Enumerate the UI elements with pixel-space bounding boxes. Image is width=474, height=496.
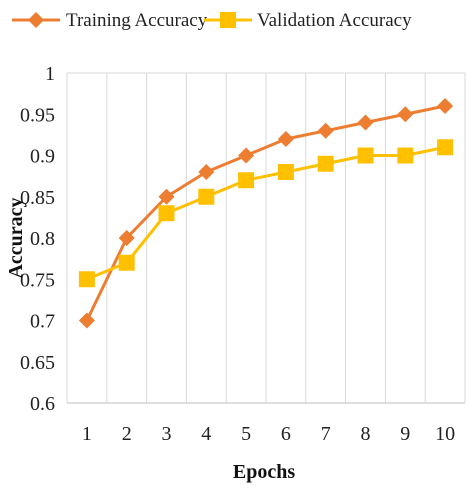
data-point-validation-accuracy xyxy=(317,155,334,172)
data-point-training-accuracy xyxy=(277,131,294,147)
legend-item-training: Training Accuracy xyxy=(12,10,208,31)
x-tick-label: 10 xyxy=(435,423,455,445)
series-line-training-accuracy xyxy=(85,104,446,322)
data-point-validation-accuracy xyxy=(277,164,294,180)
x-tick-label: 2 xyxy=(122,423,132,445)
legend-training-label: Training Accuracy xyxy=(66,10,208,31)
data-point-training-accuracy xyxy=(238,147,255,164)
x-tick-label: 6 xyxy=(281,423,291,445)
data-point-training-accuracy xyxy=(317,122,334,139)
plot-area: 0.6 0.65 0.7 0.75 0.8 0.85 0.9 0.95 1 1 2 3 4 5 6 7 8 9 10 xyxy=(20,63,466,445)
x-axis-title: Epochs xyxy=(233,461,295,483)
chart-legend: Training Accuracy Validation Accuracy xyxy=(12,10,412,31)
x-tick-label: 3 xyxy=(162,423,172,445)
data-point-validation-accuracy xyxy=(397,147,414,164)
x-tick-label: 8 xyxy=(361,423,371,445)
data-point-training-accuracy xyxy=(357,114,374,131)
y-tick-label: 1 xyxy=(45,63,55,85)
y-tick-label: 0.75 xyxy=(20,269,55,291)
data-point-training-accuracy xyxy=(198,164,215,180)
data-point-training-accuracy xyxy=(437,98,454,114)
data-point-training-accuracy xyxy=(118,230,135,246)
data-point-validation-accuracy xyxy=(78,271,95,288)
y-tick-label: 0.6 xyxy=(30,393,55,415)
legend-validation-label: Validation Accuracy xyxy=(257,10,412,31)
y-tick-label: 0.65 xyxy=(20,352,55,374)
series-line-validation-accuracy xyxy=(86,145,446,281)
y-axis-title: Accuracy xyxy=(5,197,27,278)
data-point-validation-accuracy xyxy=(118,254,135,271)
x-tick-label: 4 xyxy=(201,423,211,445)
x-tick-label: 9 xyxy=(400,423,410,445)
data-point-validation-accuracy xyxy=(198,188,215,205)
data-point-validation-accuracy xyxy=(437,139,454,156)
y-tick-label: 0.8 xyxy=(30,228,55,250)
data-point-training-accuracy xyxy=(397,106,414,123)
data-point-validation-accuracy xyxy=(357,147,374,164)
data-point-validation-accuracy xyxy=(158,205,175,222)
data-point-training-accuracy xyxy=(78,312,95,329)
y-tick-label: 0.95 xyxy=(20,104,55,126)
legend-validation-marker xyxy=(220,12,236,28)
y-tick-label: 0.9 xyxy=(30,146,55,168)
y-tick-label: 0.85 xyxy=(20,187,55,209)
data-point-validation-accuracy xyxy=(238,172,255,189)
y-tick-label: 0.7 xyxy=(30,311,55,333)
legend-training-marker xyxy=(28,12,44,28)
x-tick-label: 5 xyxy=(241,423,251,445)
data-point-training-accuracy xyxy=(158,188,175,205)
legend-item-validation: Validation Accuracy xyxy=(204,10,412,31)
x-tick-label: 7 xyxy=(321,423,331,445)
x-tick-label: 1 xyxy=(82,423,92,445)
